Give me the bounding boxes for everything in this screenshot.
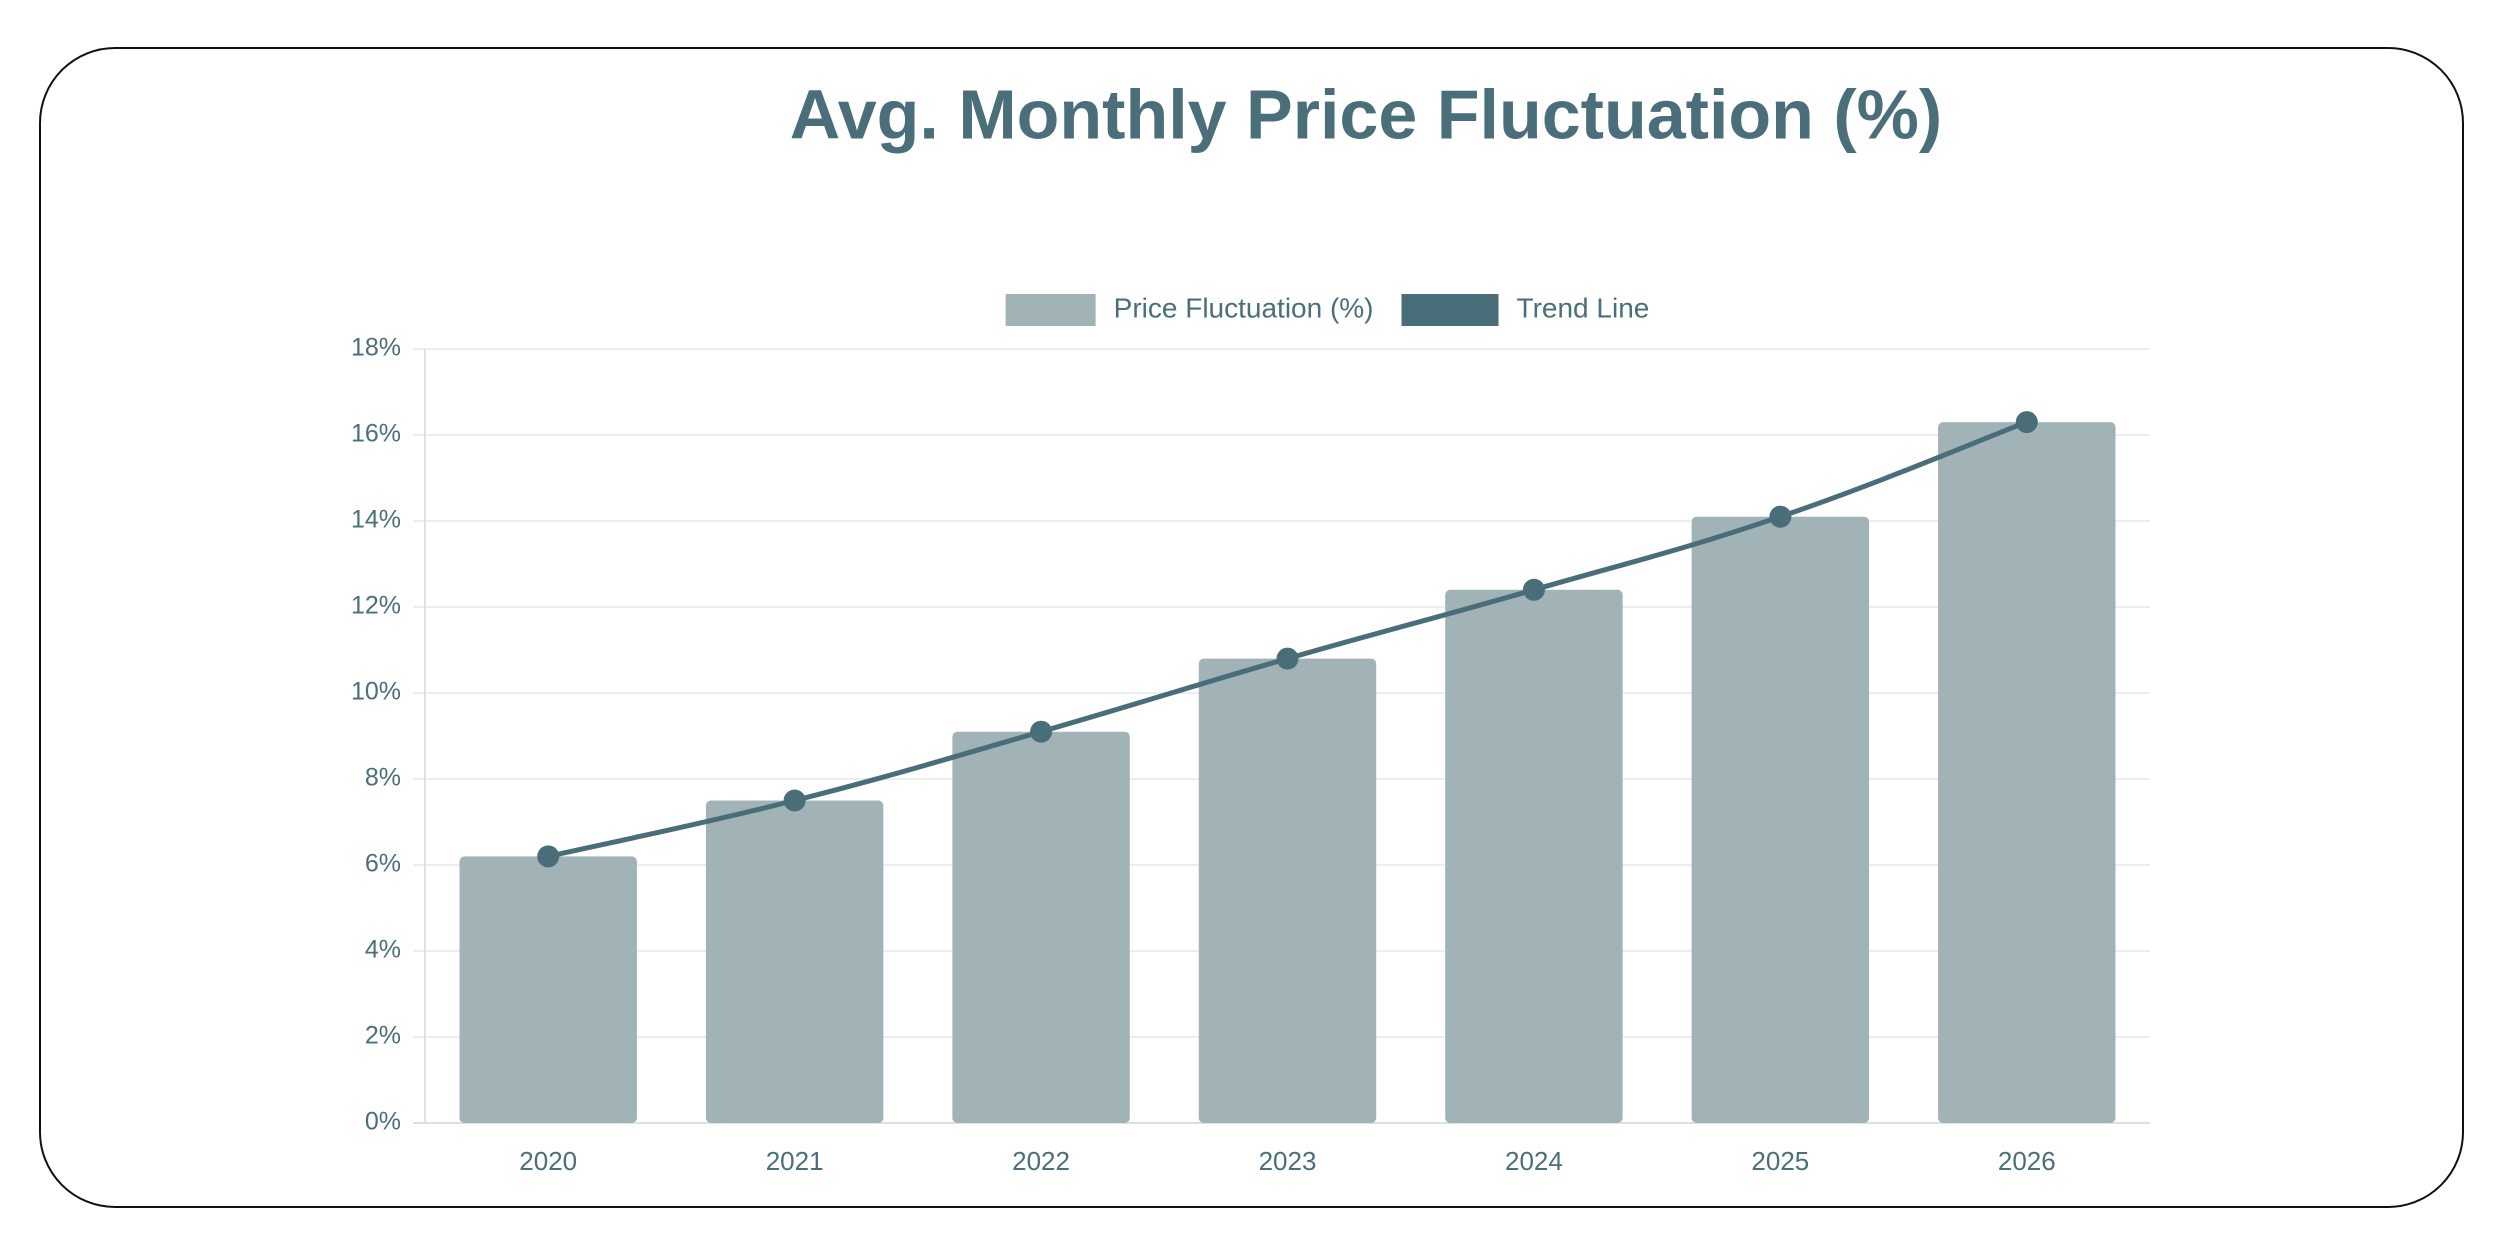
- y-tick-label: 14%: [351, 506, 401, 534]
- x-tick-label: 2022: [1012, 1146, 1070, 1176]
- bar: [1198, 658, 1377, 1123]
- trend-point: [783, 789, 806, 812]
- y-tick-label: 16%: [351, 420, 401, 448]
- legend-label: Trend Line: [1517, 292, 1650, 323]
- legend-label: Price Fluctuation (%): [1114, 292, 1374, 323]
- legend-swatch: [1401, 294, 1499, 326]
- bar: [1445, 589, 1623, 1123]
- bar: [952, 731, 1130, 1123]
- legend-swatch: [1005, 294, 1096, 326]
- x-tick-label: 2023: [1259, 1146, 1317, 1176]
- y-tick-label: 6%: [365, 850, 401, 878]
- trend-point: [2015, 411, 2038, 434]
- chart-title: Avg. Monthly Price Fluctuation (%): [790, 75, 1942, 153]
- bar: [459, 856, 637, 1123]
- x-tick-label: 2024: [1505, 1146, 1563, 1176]
- y-tick-label: 4%: [365, 936, 401, 964]
- y-tick-label: 12%: [351, 592, 401, 620]
- trend-point: [1276, 647, 1299, 670]
- bar: [1691, 516, 1870, 1123]
- x-tick-label: 2025: [1751, 1146, 1809, 1176]
- x-tick-label: 2021: [766, 1146, 824, 1176]
- trend-point: [1030, 720, 1053, 743]
- bar: [1938, 422, 2116, 1124]
- y-tick-label: 10%: [351, 678, 401, 706]
- y-tick-label: 8%: [365, 764, 401, 792]
- x-tick-label: 2020: [519, 1146, 577, 1176]
- trend-point: [1769, 505, 1792, 528]
- y-tick-label: 18%: [351, 334, 401, 362]
- x-tick-label: 2026: [1998, 1146, 2056, 1176]
- trend-point: [537, 845, 560, 868]
- trend-point: [1522, 578, 1545, 601]
- bar: [705, 800, 884, 1123]
- y-tick-label: 0%: [365, 1108, 401, 1136]
- y-tick-label: 2%: [365, 1022, 401, 1050]
